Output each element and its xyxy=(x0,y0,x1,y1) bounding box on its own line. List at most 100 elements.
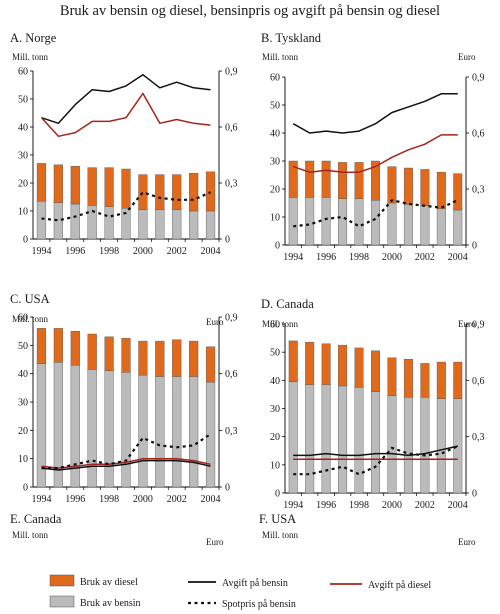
line-spotpris xyxy=(41,191,211,222)
bar-bensin xyxy=(172,209,182,240)
left-axis-unit: Mill. tonn xyxy=(262,52,299,62)
bar-diesel xyxy=(453,173,463,211)
legend-swatch-diesel xyxy=(49,574,75,587)
panel-title: E. Canada xyxy=(10,512,62,526)
right-tick-label: 0,9 xyxy=(472,320,485,331)
bar-diesel xyxy=(87,167,97,206)
right-tick-label: 0,9 xyxy=(472,73,485,84)
bar-diesel xyxy=(354,347,364,388)
line-avgift-diesel xyxy=(41,457,211,469)
line-avgift-bensin xyxy=(41,459,211,471)
right-axis-unit: Euro xyxy=(206,317,224,327)
bar-diesel xyxy=(288,160,298,198)
bar-diesel xyxy=(205,171,216,212)
bar-bensin xyxy=(387,202,397,246)
x-tick-label: 1998 xyxy=(349,500,369,511)
line-avgift-diesel xyxy=(292,134,458,173)
bar-diesel xyxy=(189,340,199,377)
x-tick-label: 2000 xyxy=(133,246,153,257)
left-tick-label: 60 xyxy=(18,67,28,78)
bar-diesel xyxy=(53,328,63,363)
left-tick-label: 40 xyxy=(270,129,280,140)
panel-title: C. USA xyxy=(10,292,50,306)
left-tick-label: 50 xyxy=(270,348,280,359)
left-tick-label: 30 xyxy=(18,151,28,162)
left-tick-label: 60 xyxy=(270,73,280,84)
left-tick-label: 0 xyxy=(23,235,28,246)
bar-diesel xyxy=(371,350,380,392)
left-axis-unit: Mill. tonn xyxy=(12,530,49,540)
x-tick-label: 1994 xyxy=(31,494,51,505)
right-tick-label: 0,6 xyxy=(472,376,485,387)
x-tick-label: 2002 xyxy=(167,246,187,257)
bar-bensin xyxy=(189,210,199,240)
left-tick-label: 60 xyxy=(270,320,280,331)
bar-diesel xyxy=(436,171,446,209)
right-axis-unit: Euro xyxy=(206,537,224,547)
left-tick-label: 0 xyxy=(275,489,280,500)
x-tick-label: 2004 xyxy=(448,500,468,511)
right-tick-label: 0,9 xyxy=(225,313,238,324)
x-tick-label: 1998 xyxy=(99,494,119,505)
legend-swatch-bensin xyxy=(49,595,75,608)
left-tick-label: 50 xyxy=(18,341,28,352)
line-spotpris xyxy=(41,433,212,470)
left-axis-unit: Mill. tonn xyxy=(12,314,49,324)
x-tick-label: 1998 xyxy=(349,252,369,263)
bar-diesel xyxy=(403,167,413,205)
bar-bensin xyxy=(205,381,216,488)
left-tick-label: 20 xyxy=(270,432,280,443)
bar-diesel xyxy=(36,328,47,364)
x-tick-label: 2004 xyxy=(201,494,221,505)
x-tick-label: 1994 xyxy=(283,252,303,263)
left-axis-unit: Mill. tonn xyxy=(262,319,299,329)
right-axis-unit: Euro xyxy=(458,52,476,62)
x-tick-label: 1994 xyxy=(31,246,51,257)
bar-diesel xyxy=(321,160,331,198)
x-tick-label: 2002 xyxy=(415,252,435,263)
bar-bensin xyxy=(104,206,114,240)
bar-bensin xyxy=(453,398,463,494)
line-spotpris xyxy=(293,445,459,476)
x-tick-label: 1998 xyxy=(99,246,119,257)
right-tick-label: 0,3 xyxy=(225,426,238,437)
right-tick-label: 0,3 xyxy=(472,185,485,196)
left-tick-label: 20 xyxy=(18,179,28,190)
bar-bensin xyxy=(403,204,413,246)
bar-bensin xyxy=(138,374,148,488)
bar-bensin xyxy=(420,205,430,246)
panel-title: B. Tyskland xyxy=(261,31,322,45)
left-tick-label: 20 xyxy=(270,185,280,196)
bar-diesel xyxy=(205,346,216,383)
bar-bensin xyxy=(189,376,199,488)
bar-diesel xyxy=(420,363,430,398)
panel-title: F. USA xyxy=(259,512,296,526)
bar-diesel xyxy=(70,165,80,205)
bar-diesel xyxy=(420,169,430,206)
left-tick-label: 10 xyxy=(270,213,280,224)
bar-diesel xyxy=(338,344,348,387)
bar-diesel xyxy=(387,166,397,204)
line-avgift-bensin xyxy=(293,445,458,457)
bar-diesel xyxy=(387,357,397,397)
legend-label-spotpris: Spotpris på bensin xyxy=(222,599,296,610)
bar-bensin xyxy=(354,387,364,494)
left-tick-label: 10 xyxy=(18,207,28,218)
panel-title: A. Norge xyxy=(10,31,57,45)
left-tick-label: 20 xyxy=(18,426,28,437)
bar-bensin xyxy=(354,198,364,246)
right-tick-label: 0,3 xyxy=(225,179,238,190)
bar-diesel xyxy=(338,162,348,199)
bar-diesel xyxy=(121,338,131,373)
bar-bensin xyxy=(453,209,463,246)
bar-bensin xyxy=(87,369,97,488)
right-tick-label: 0,6 xyxy=(225,123,238,134)
bar-diesel xyxy=(87,333,97,370)
bar-diesel xyxy=(321,343,331,385)
left-tick-label: 0 xyxy=(275,241,280,252)
bar-bensin xyxy=(172,376,182,488)
x-tick-label: 1996 xyxy=(316,500,336,511)
bar-bensin xyxy=(155,376,165,488)
bar-bensin xyxy=(321,197,331,246)
